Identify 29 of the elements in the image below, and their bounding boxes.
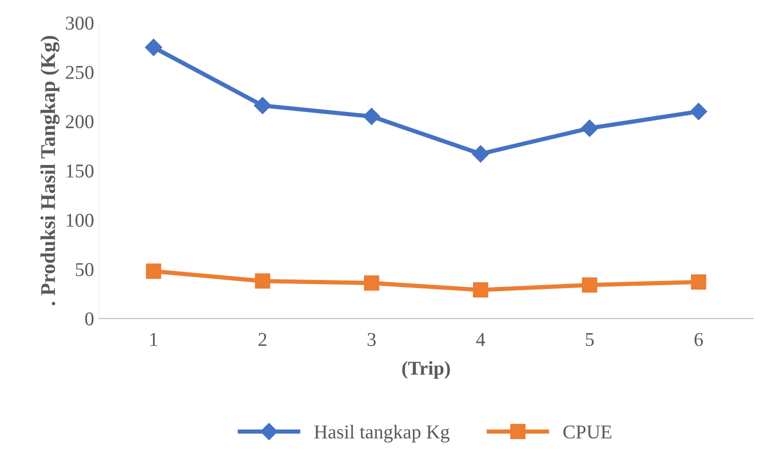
y-tick-label: 150: [66, 164, 94, 178]
y-tick-label: 0: [85, 312, 94, 326]
x-tick-label: 4: [476, 333, 486, 346]
y-axis-title: . Produksi Hasil Tangkap (Kg): [40, 36, 60, 306]
y-tick-label: 50: [76, 263, 94, 276]
y-tick-label: 100: [66, 214, 94, 227]
y-tick-label: 250: [66, 66, 94, 79]
x-tick-label: 3: [368, 333, 376, 346]
point: [254, 273, 270, 289]
x-tick-label: 5: [586, 333, 594, 346]
x-tick-label: 2: [258, 333, 266, 346]
point: [145, 38, 162, 56]
point: [363, 108, 380, 125]
legend-label: CPUE: [563, 425, 612, 439]
point: [690, 274, 706, 290]
point: [582, 277, 598, 293]
point: [146, 264, 162, 279]
x-axis-title: (Trip): [402, 361, 450, 379]
x-tick-label: 1: [150, 333, 158, 346]
legend-label: Hasil tangkap Kg: [314, 424, 450, 443]
y-tick-label: 200: [66, 115, 94, 128]
point: [581, 120, 598, 137]
point: [472, 145, 490, 162]
point: [254, 97, 272, 114]
y-tick-label: 300: [66, 16, 94, 30]
point: [364, 275, 380, 291]
point: [472, 282, 488, 298]
x-tick-label: 6: [694, 333, 703, 346]
point: [690, 102, 708, 120]
